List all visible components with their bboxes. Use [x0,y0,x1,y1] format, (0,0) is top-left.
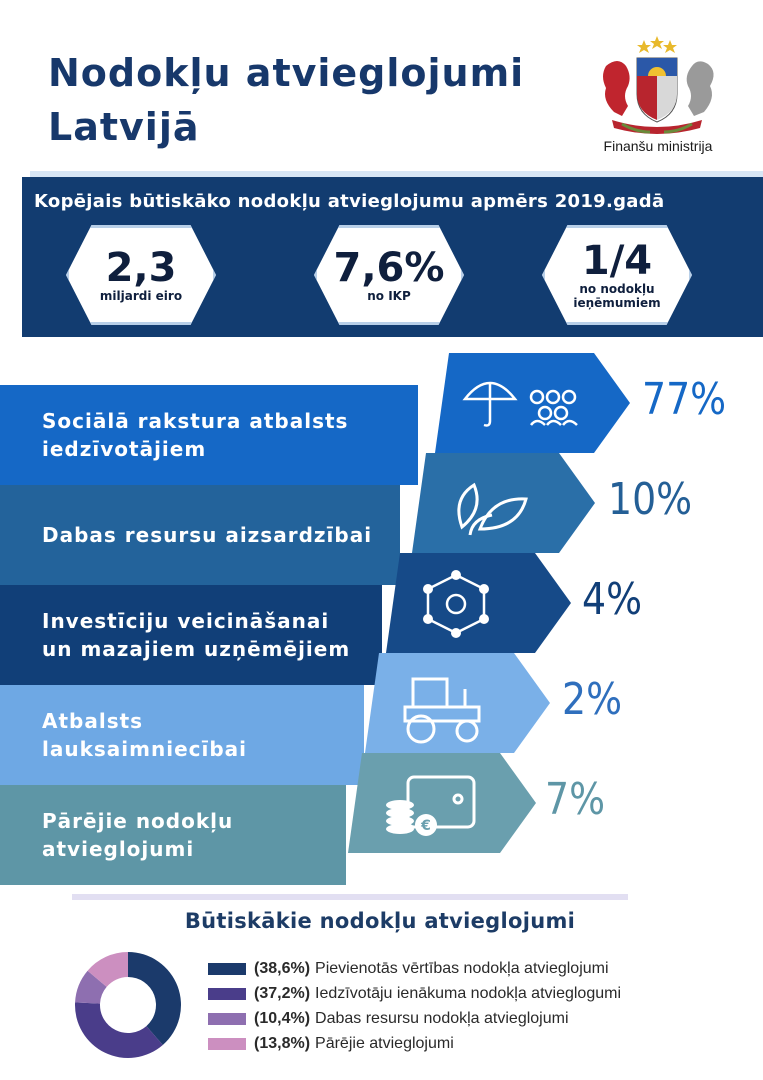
legend-percent: (38,6%) [254,959,311,977]
category-label-line-1: Investīciju veicināšanai [42,609,330,633]
summary-title: Kopējais būtiskāko nodokļu atvieglojumu … [34,191,665,212]
wallet-coins-icon: € [386,775,476,836]
donut-slice [87,952,128,987]
legend-item: (13,8%) Pārējie atvieglojumi [208,1031,748,1056]
summary-top-strip [30,171,763,177]
donut-slice [75,1002,163,1058]
category-percent: 2% [562,674,623,725]
category-arrow [435,353,630,453]
stat-caption: no nodokļu [579,282,655,296]
arrow-shape [365,653,550,753]
arrow-shape [435,353,630,453]
category-percent: 10% [608,474,693,525]
legend-item: (37,2%) Iedzīvotāju ienākuma nodokļa atvi… [208,981,748,1006]
category-label-line-1: Atbalsts [42,709,144,733]
category-label: Pārējie nodokļu atvieglojumi [42,807,233,863]
ministry-name: Finanšu ministrija [603,138,713,154]
category-label-line-1: Pārējie nodokļu [42,809,234,833]
legend-percent: (13,8%) [254,1034,311,1052]
category-arrow: € [348,753,536,853]
network-gear-icon [423,570,489,638]
category-label-line-1: Dabas resursu aizsardzībai [42,523,373,547]
leaves-icon [457,482,528,536]
category-arrow [412,453,595,553]
donut-slice [128,952,181,1045]
category-label: Atbalsts lauksaimniecībai [42,707,247,763]
category-label: Sociālā rakstura atbalsts iedzīvotājiem [42,407,348,463]
legend-percent: (37,2%) [254,984,311,1002]
category-label: Investīciju veicināšanai un mazajiem uzņē… [42,607,350,663]
legend-label: Dabas resursu nodokļa atvieglojumi [315,1009,569,1027]
legend-swatch [208,962,246,975]
legend-item: (10,4%) Dabas resursu nodokļa atvieglojum… [208,1006,748,1031]
legend-label: Iedzīvotāju ienākuma nodokļa atvieglogum… [315,984,621,1002]
category-label-line-2: un mazajiem uzņēmējiem [42,637,351,661]
category-band: Atbalsts lauksaimniecībai [0,685,364,785]
legend-label: Pārējie atvieglojumi [315,1034,454,1052]
category-band: Sociālā rakstura atbalsts iedzīvotājiem [0,385,418,485]
stat-caption: miljardi eiro [99,289,183,303]
donut-slice [75,970,107,1004]
legend-swatch [208,1037,246,1050]
category-percent: 77% [642,374,727,425]
stat-card-share: 1/4 no nodokļu ieņēmumiem [542,225,692,325]
stat-caption-2: ieņēmumiem [573,296,661,310]
stat-value: 7,6% [333,245,445,291]
legend-list: (38,6%) Pievienotās vērtības nodokļa atvi… [208,956,748,1056]
umbrella-people-icon [462,381,578,427]
category-label-line-2: lauksaimniecībai [42,737,248,761]
arrow-shape [386,553,571,653]
arrow-shape [348,753,536,853]
legend-title: Būtiskākie nodokļu atvieglojumi [184,909,576,933]
category-band: Pārējie nodokļu atvieglojumi [0,785,346,885]
latvian-coat-of-arms-icon [603,36,714,134]
title-line-1: Nodokļu atvieglojumi [48,51,525,95]
section-divider [72,894,628,900]
category-label-line-2: iedzīvotājiem [42,437,207,461]
legend-swatch [208,987,246,1000]
donut-chart [75,952,181,1058]
stat-caption: no IKP [367,289,411,303]
category-arrow [386,553,571,653]
summary-panel: Kopējais būtiskāko nodokļu atvieglojumu … [22,177,763,337]
tractor-icon [403,677,481,744]
legend-label: Pievienotās vērtības nodokļa atvieglojum… [315,959,609,977]
category-percent: 4% [582,574,643,625]
category-band: Investīciju veicināšanai un mazajiem uzņē… [0,585,382,685]
svg-text:€: € [420,818,431,834]
legend-swatch [208,1012,246,1025]
category-label: Dabas resursu aizsardzībai [42,521,372,549]
category-percent: 7% [545,774,606,825]
legend-item: (38,6%) Pievienotās vērtības nodokļa atvi… [208,956,748,981]
legend-percent: (10,4%) [254,1009,311,1027]
stat-card-gdp: 7,6% no IKP [314,225,464,325]
category-label-line-1: Sociālā rakstura atbalsts [42,409,349,433]
category-band: Dabas resursu aizsardzībai [0,485,400,585]
page-title: Nodokļu atvieglojumi Latvijā [48,46,568,154]
stat-value: 1/4 [581,238,653,284]
category-arrow [365,653,550,753]
stat-card-amount: 2,3 miljardi eiro [66,225,216,325]
stat-value: 2,3 [105,245,177,291]
category-label-line-2: atvieglojumi [42,837,195,861]
title-line-2: Latvijā [48,105,200,149]
